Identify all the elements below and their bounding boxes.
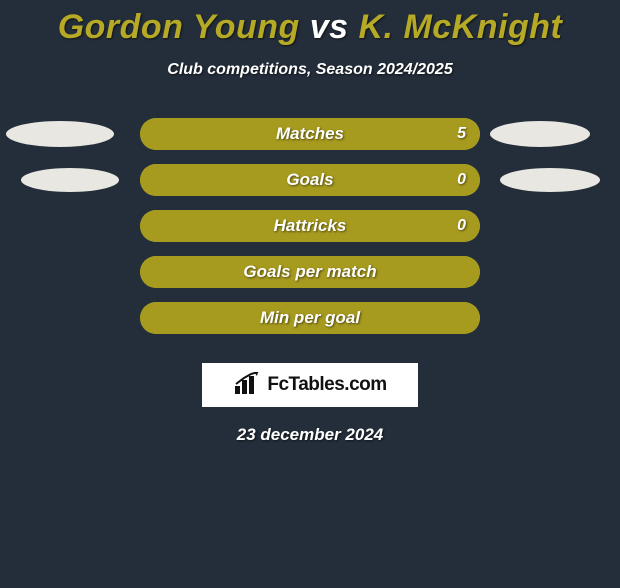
stat-row: Min per goal [0, 295, 620, 341]
stat-bar: Goals per match [140, 256, 480, 288]
comparison-title: Gordon Young vs K. McKnight [0, 8, 620, 47]
stat-bar: Hattricks0 [140, 210, 480, 242]
stat-label: Matches [140, 118, 480, 150]
stat-label: Hattricks [140, 210, 480, 242]
placeholder-ellipse [490, 121, 590, 147]
subtitle: Club competitions, Season 2024/2025 [0, 61, 620, 79]
stat-value: 0 [457, 164, 466, 196]
player-b-name: K. McKnight [349, 8, 563, 46]
stat-row: Matches5 [0, 111, 620, 157]
stat-label: Goals per match [140, 256, 480, 288]
stat-bar: Min per goal [140, 302, 480, 334]
brand-box: FcTables.com [202, 363, 418, 407]
stat-row: Goals0 [0, 157, 620, 203]
stat-row: Goals per match [0, 249, 620, 295]
stat-label: Min per goal [140, 302, 480, 334]
player-a-name: Gordon Young [58, 8, 310, 46]
placeholder-ellipse [21, 168, 119, 192]
placeholder-ellipse [6, 121, 114, 147]
stat-value: 5 [457, 118, 466, 150]
stat-rows: Matches5Goals0Hattricks0Goals per matchM… [0, 111, 620, 341]
stat-bar: Matches5 [140, 118, 480, 150]
stat-label: Goals [140, 164, 480, 196]
date-text: 23 december 2024 [0, 425, 620, 445]
vs-text: vs [310, 8, 349, 46]
stat-bar: Goals0 [140, 164, 480, 196]
barchart-icon [233, 372, 261, 399]
stat-row: Hattricks0 [0, 203, 620, 249]
brand-text: FcTables.com [267, 374, 386, 396]
stat-value: 0 [457, 210, 466, 242]
placeholder-ellipse [500, 168, 600, 192]
